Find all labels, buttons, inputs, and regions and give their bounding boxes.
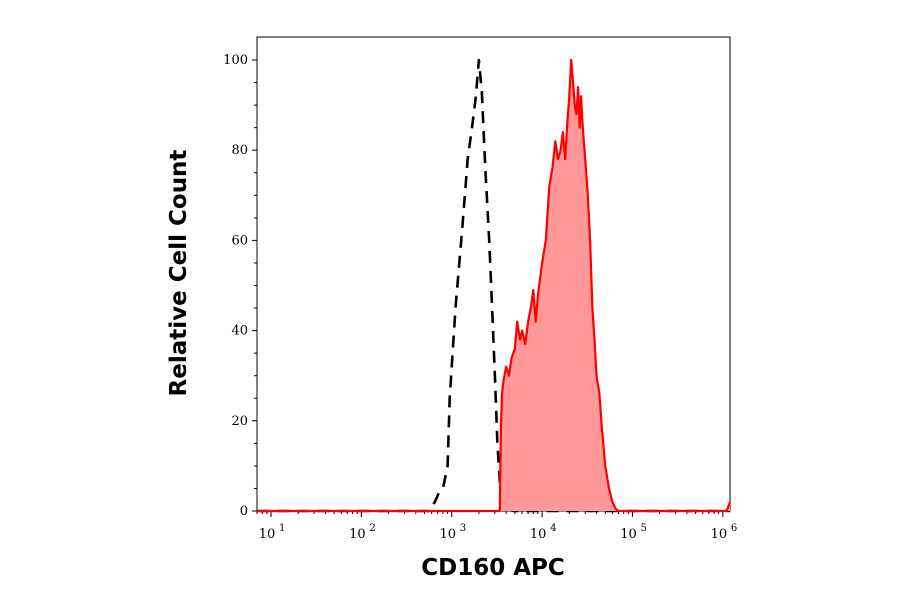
x-tick-label: 10 (259, 527, 276, 542)
y-axis: 0 20 40 60 80 100 (223, 53, 257, 519)
y-tick-label: 100 (223, 53, 248, 68)
y-axis-title: Relative Cell Count (166, 150, 192, 397)
x-tick-label: 10 (349, 527, 366, 542)
x-axis: 10 1 10 2 10 3 10 4 10 5 10 6 (256, 511, 737, 542)
series-layer (257, 58, 732, 513)
y-tick-label: 60 (231, 233, 248, 248)
x-tick-exponent: 4 (550, 523, 556, 534)
x-tick-label: 10 (711, 527, 728, 542)
x-tick-label: 10 (439, 527, 456, 542)
x-tick-exponent: 2 (369, 523, 375, 534)
stained-histogram-fill (257, 60, 730, 511)
x-tick-label: 10 (620, 527, 637, 542)
y-tick-label: 20 (231, 414, 248, 429)
x-tick-exponent: 6 (731, 523, 737, 534)
y-tick-label: 0 (240, 504, 248, 519)
x-tick-exponent: 1 (279, 523, 285, 534)
y-tick-label: 40 (231, 324, 248, 339)
y-tick-label: 80 (231, 143, 248, 158)
stained-histogram-line (257, 58, 732, 513)
x-axis-title: CD160 APC (421, 555, 565, 581)
x-tick-label: 10 (530, 527, 547, 542)
x-tick-exponent: 3 (460, 523, 466, 534)
plot-frame (256, 36, 731, 512)
control-histogram-line (257, 58, 730, 513)
x-tick-exponent: 5 (640, 523, 646, 534)
